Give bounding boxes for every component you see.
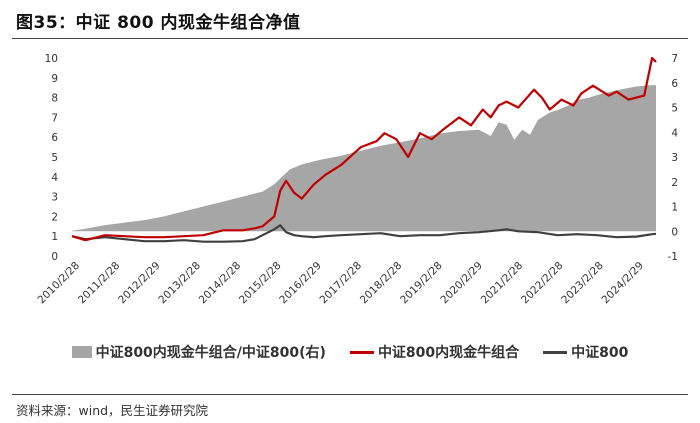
y-right-tick-label: 7	[671, 53, 678, 65]
x-tick-label: 2017/2/28	[318, 260, 365, 307]
y-right-tick-label: 1	[671, 202, 678, 214]
x-tick-label: 2018/2/28	[358, 260, 405, 307]
y-right-tick-label: -1	[668, 251, 678, 263]
y-left-tick-label: 6	[51, 132, 58, 144]
y-right-tick-label: 2	[671, 177, 678, 189]
x-tick-label: 2014/2/28	[197, 260, 244, 307]
legend-swatch-index	[543, 350, 568, 354]
footer-rule	[12, 394, 688, 395]
series-line-index	[71, 224, 657, 243]
y-right-tick-label: 5	[671, 103, 678, 115]
legend-label-portfolio: 中证800内现金牛组合	[377, 345, 520, 361]
y-left-tick-label: 3	[51, 192, 58, 204]
y-right-tick-label: 3	[671, 152, 678, 164]
x-tick-label: 2011/2/28	[76, 260, 123, 307]
legend-item-index: 中证800	[543, 342, 628, 362]
legend-swatch-portfolio	[349, 350, 374, 354]
title-rule	[12, 38, 688, 39]
legend-item-portfolio: 中证800内现金牛组合	[349, 342, 520, 362]
x-tick-label: 2015/2/28	[237, 260, 284, 307]
y-left-tick-label: 0	[51, 251, 58, 263]
series-line-portfolio	[71, 56, 657, 242]
x-tick-label: 2020/2/29	[438, 260, 485, 307]
y-left-tick-label: 10	[45, 53, 58, 65]
area-layer	[72, 85, 656, 232]
x-tick-label: 2022/2/28	[519, 260, 566, 307]
y-left-tick-label: 5	[51, 152, 58, 164]
x-tick-label: 2016/2/29	[277, 260, 324, 307]
y-left-tick-label: 2	[51, 211, 58, 223]
legend-item-ratio: 中证800内现金牛组合/中证800(右)	[71, 342, 326, 362]
x-tick-label: 2012/2/29	[116, 260, 163, 307]
y-right-tick-label: 0	[671, 226, 678, 238]
x-tick-label: 2019/2/28	[398, 260, 445, 307]
y-right-tick-label: 6	[671, 78, 678, 90]
legend-label-ratio: 中证800内现金牛组合/中证800(右)	[95, 345, 326, 361]
legend-swatch-area	[71, 346, 92, 358]
y-left-tick-label: 7	[51, 112, 58, 124]
page-title: 图35：中证 800 内现金牛组合净值	[16, 13, 301, 33]
x-tick-label: 2013/2/28	[156, 260, 203, 307]
y-left-tick-label: 4	[51, 172, 58, 184]
y-right-tick-label: 4	[671, 127, 678, 139]
x-tick-label: 2010/2/28	[36, 260, 83, 307]
chart: 0 1 2 3 4 5 6 7 8 9 10 -1 0 1 2 3 4 5 6 7 2010/2/282011/2/28…	[36, 53, 679, 307]
x-tick-label: 2021/2/28	[479, 260, 526, 307]
y-left-tick-label: 1	[51, 231, 58, 243]
x-tick-label: 2023/2/28	[559, 260, 606, 307]
x-tick-label: 2024/2/29	[600, 260, 647, 307]
legend: 中证800内现金牛组合/中证800(右) 中证800内现金牛组合 中证800	[0, 342, 700, 362]
legend-label-index: 中证800	[571, 345, 629, 361]
source-note: 资料来源：wind，民生证券研究院	[16, 403, 209, 418]
series-area-ratio	[72, 85, 656, 232]
line-layer	[71, 56, 657, 243]
y-left-tick-label: 8	[51, 93, 58, 105]
y-left-tick-label: 9	[51, 73, 58, 85]
